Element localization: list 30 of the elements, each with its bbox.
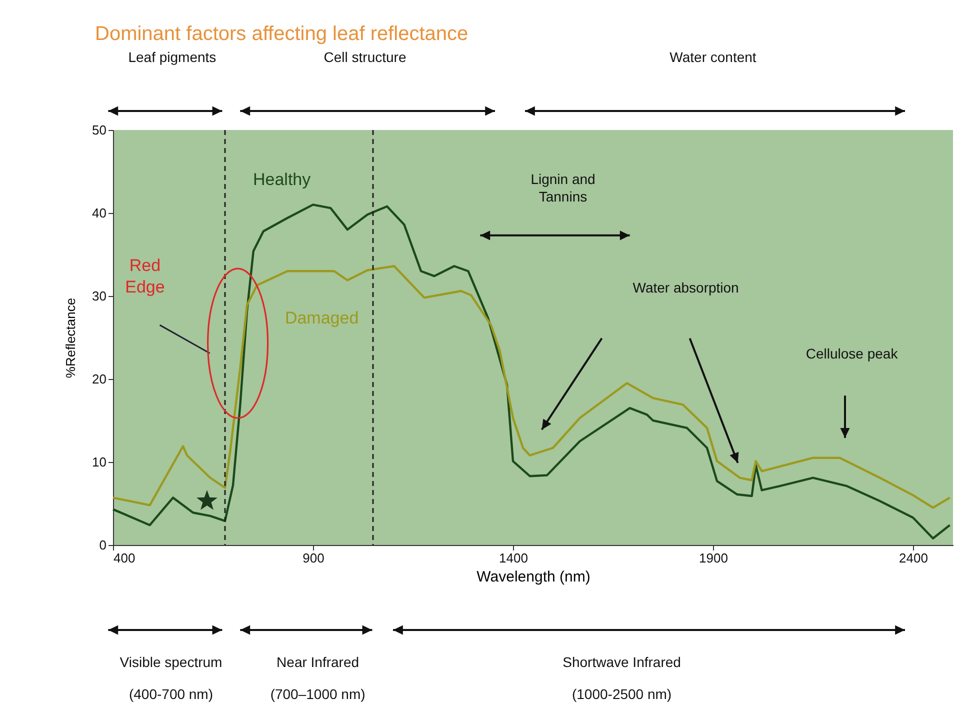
x-tick-label: 400 [114,550,136,566]
text: Visible spectrum [120,654,222,670]
annotation: Red Edge [125,256,165,296]
line-series [112,204,951,540]
annotation: Lignin and Tannins [530,170,596,204]
text: (400-700 nm) [128,686,214,702]
y-tick-label: 50 [92,122,106,138]
text: Shortwave Infrared [562,654,681,670]
chart-title: Dominant factors affecting leaf reflectance [95,23,468,45]
text: Near Infrared [276,654,360,670]
y-tick-label: 20 [92,372,106,386]
text: Leaf pigments [128,49,216,65]
y-axis-title: %Reflectance [63,298,78,378]
annotation: Cellulose peak [806,345,899,362]
text: Cell structure [324,49,406,65]
series-label: Healthy [252,170,312,189]
text: Water content [670,49,756,65]
x-axis-title: Wavelength (nm) [476,568,590,586]
y-tick-label: 40 [92,206,106,220]
annotation: Water absorption [632,280,739,296]
y-tick-label: 30 [92,288,106,304]
text: (700–1000 nm) [270,686,366,702]
series-label: Damaged [284,308,359,328]
x-tick-label: 2400 [899,550,928,566]
y-tick-label: 0 [99,538,106,552]
y-tick-label: 10 [92,454,106,470]
x-tick-label: 1400 [499,550,528,566]
text: (1000-2500 nm) [572,686,672,702]
x-tick-label: 900 [302,550,324,566]
x-tick-label: 1900 [699,550,728,566]
